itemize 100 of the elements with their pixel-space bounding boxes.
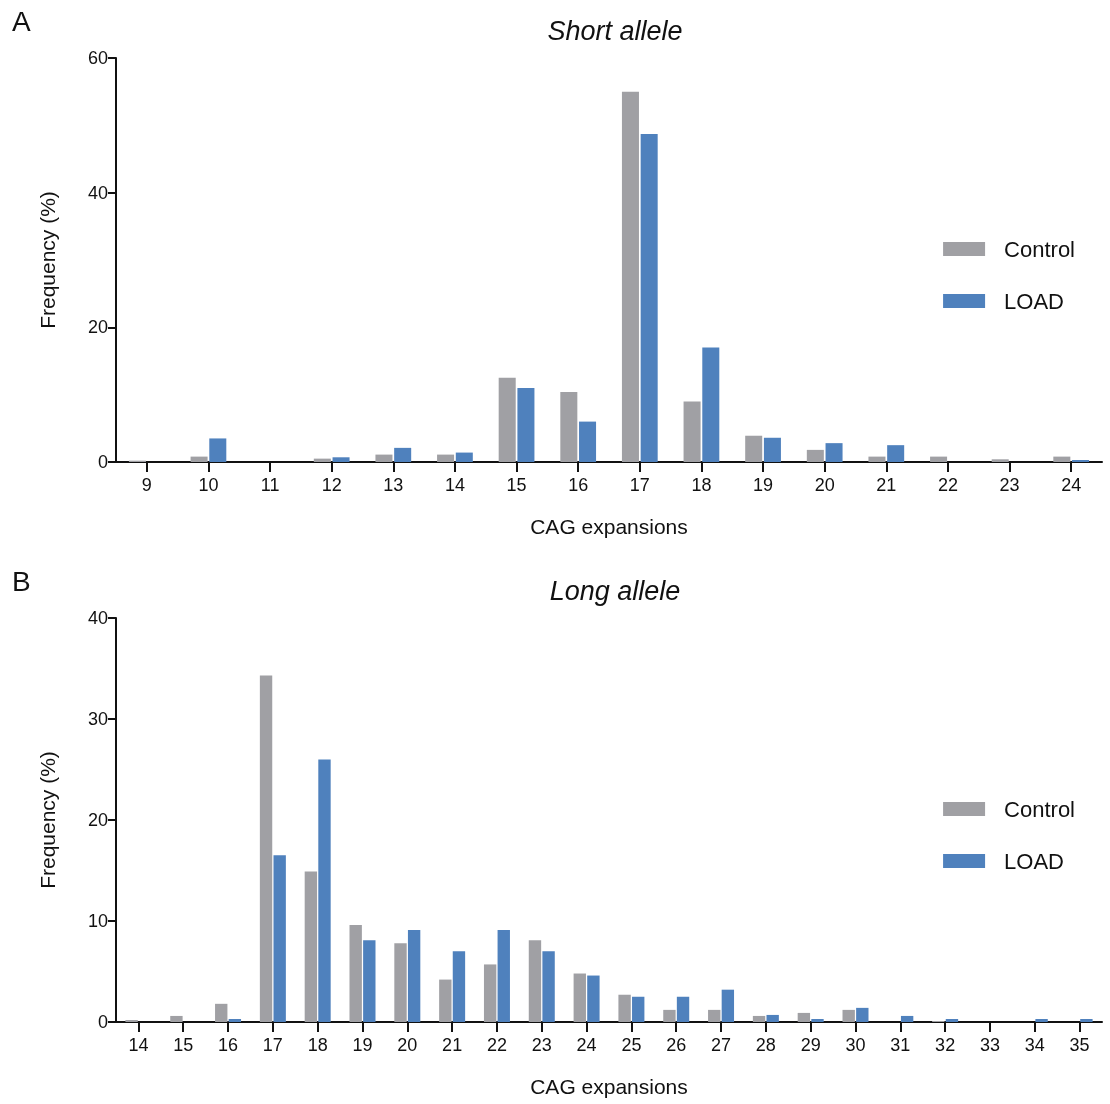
bar — [437, 454, 455, 462]
bar — [1080, 1018, 1093, 1022]
bar — [209, 438, 227, 462]
x-tick-label: 17 — [629, 475, 650, 495]
x-tick-label: 13 — [383, 475, 404, 495]
y-tick-label: 0 — [97, 1012, 108, 1032]
bar — [215, 1003, 228, 1022]
x-tick-label: 21 — [442, 1035, 463, 1055]
x-tick-label: 15 — [506, 475, 527, 495]
x-tick-label: 24 — [1061, 475, 1082, 495]
bar — [407, 930, 421, 1022]
y-axis-title: Frequency (%) — [36, 751, 59, 889]
y-tick-label: 40 — [87, 608, 108, 628]
bar — [498, 377, 516, 462]
y-axis-title: Frequency (%) — [36, 191, 59, 329]
x-tick-label: 34 — [1024, 1035, 1045, 1055]
y-tick-label: 20 — [87, 317, 108, 338]
x-tick-label: 23 — [999, 475, 1020, 495]
bar — [579, 421, 597, 462]
bar — [811, 1018, 824, 1022]
x-tick-label: 20 — [814, 475, 835, 495]
text: B — [12, 566, 31, 598]
bar — [618, 994, 631, 1022]
bar — [745, 435, 763, 462]
bar — [930, 456, 948, 462]
bar — [945, 1018, 959, 1022]
bar — [708, 1009, 721, 1022]
x-axis-title: CAG expansions — [530, 1075, 688, 1098]
bar — [228, 1018, 242, 1022]
bar — [483, 964, 497, 1022]
bar — [363, 940, 376, 1022]
bar — [190, 456, 208, 462]
legend-label: Control — [1004, 796, 1075, 822]
bar — [560, 391, 578, 462]
bar — [304, 871, 318, 1022]
x-tick-label: 27 — [711, 1035, 732, 1055]
bar — [856, 1007, 869, 1022]
x-tick-label: 11 — [260, 475, 280, 495]
x-tick-label: 30 — [845, 1035, 866, 1055]
x-tick-label: 9 — [141, 475, 152, 495]
chart-title: Short allele — [547, 15, 683, 46]
x-tick-label: 22 — [486, 1035, 507, 1055]
x-tick-label: 19 — [352, 1035, 373, 1055]
chart-title: Long allele — [549, 575, 681, 606]
x-tick-label: 16 — [218, 1035, 239, 1055]
bar — [621, 91, 639, 462]
x-tick-label: 22 — [937, 475, 958, 495]
bar — [797, 1012, 811, 1022]
legend-label: LOAD — [1004, 848, 1064, 874]
bar — [900, 1015, 914, 1022]
x-tick-label: 31 — [890, 1035, 911, 1055]
x-tick-label: 18 — [307, 1035, 328, 1055]
x-tick-label: 21 — [876, 475, 897, 495]
bar — [632, 996, 645, 1022]
bar — [640, 134, 658, 462]
bar — [887, 445, 905, 462]
x-tick-label: 24 — [576, 1035, 597, 1055]
x-tick-label: 29 — [800, 1035, 821, 1055]
x-tick-label: 15 — [173, 1035, 194, 1055]
x-tick-label: 10 — [198, 475, 219, 495]
bar — [763, 437, 781, 462]
bar — [273, 855, 286, 1022]
bar — [439, 979, 452, 1022]
bar — [868, 456, 886, 462]
bar — [497, 930, 510, 1022]
bar — [721, 989, 735, 1022]
legend-label: LOAD — [1004, 288, 1064, 314]
x-tick-label: 23 — [531, 1035, 552, 1055]
x-tick-label: 32 — [935, 1035, 956, 1055]
bar — [587, 975, 600, 1022]
bar — [125, 1019, 138, 1022]
y-tick-label: 40 — [87, 182, 108, 203]
bar — [375, 454, 393, 462]
bar — [806, 449, 824, 462]
bar — [825, 443, 843, 462]
bar — [663, 1009, 676, 1022]
x-tick-label: 18 — [691, 475, 712, 495]
x-tick-label: 14 — [128, 1035, 149, 1055]
x-tick-label: 20 — [397, 1035, 418, 1055]
bar — [394, 943, 407, 1022]
bar — [517, 387, 535, 462]
bar — [332, 457, 350, 462]
bar — [676, 996, 690, 1022]
bar — [1072, 459, 1090, 462]
bar — [1053, 456, 1071, 462]
bar — [542, 951, 555, 1022]
bar — [170, 1015, 183, 1022]
bar — [455, 452, 473, 462]
x-tick-label: 28 — [755, 1035, 776, 1055]
y-tick-label: 0 — [97, 452, 108, 472]
x-tick-label: 26 — [666, 1035, 687, 1055]
bar — [394, 447, 412, 462]
bar — [528, 940, 542, 1022]
y-tick-label: 60 — [87, 48, 108, 68]
bar — [766, 1014, 779, 1022]
x-axis-title: CAG expansions — [530, 515, 688, 538]
bar — [573, 973, 586, 1022]
x-tick-label: 17 — [262, 1035, 283, 1055]
bar — [452, 951, 466, 1022]
x-tick-label: 25 — [621, 1035, 642, 1055]
